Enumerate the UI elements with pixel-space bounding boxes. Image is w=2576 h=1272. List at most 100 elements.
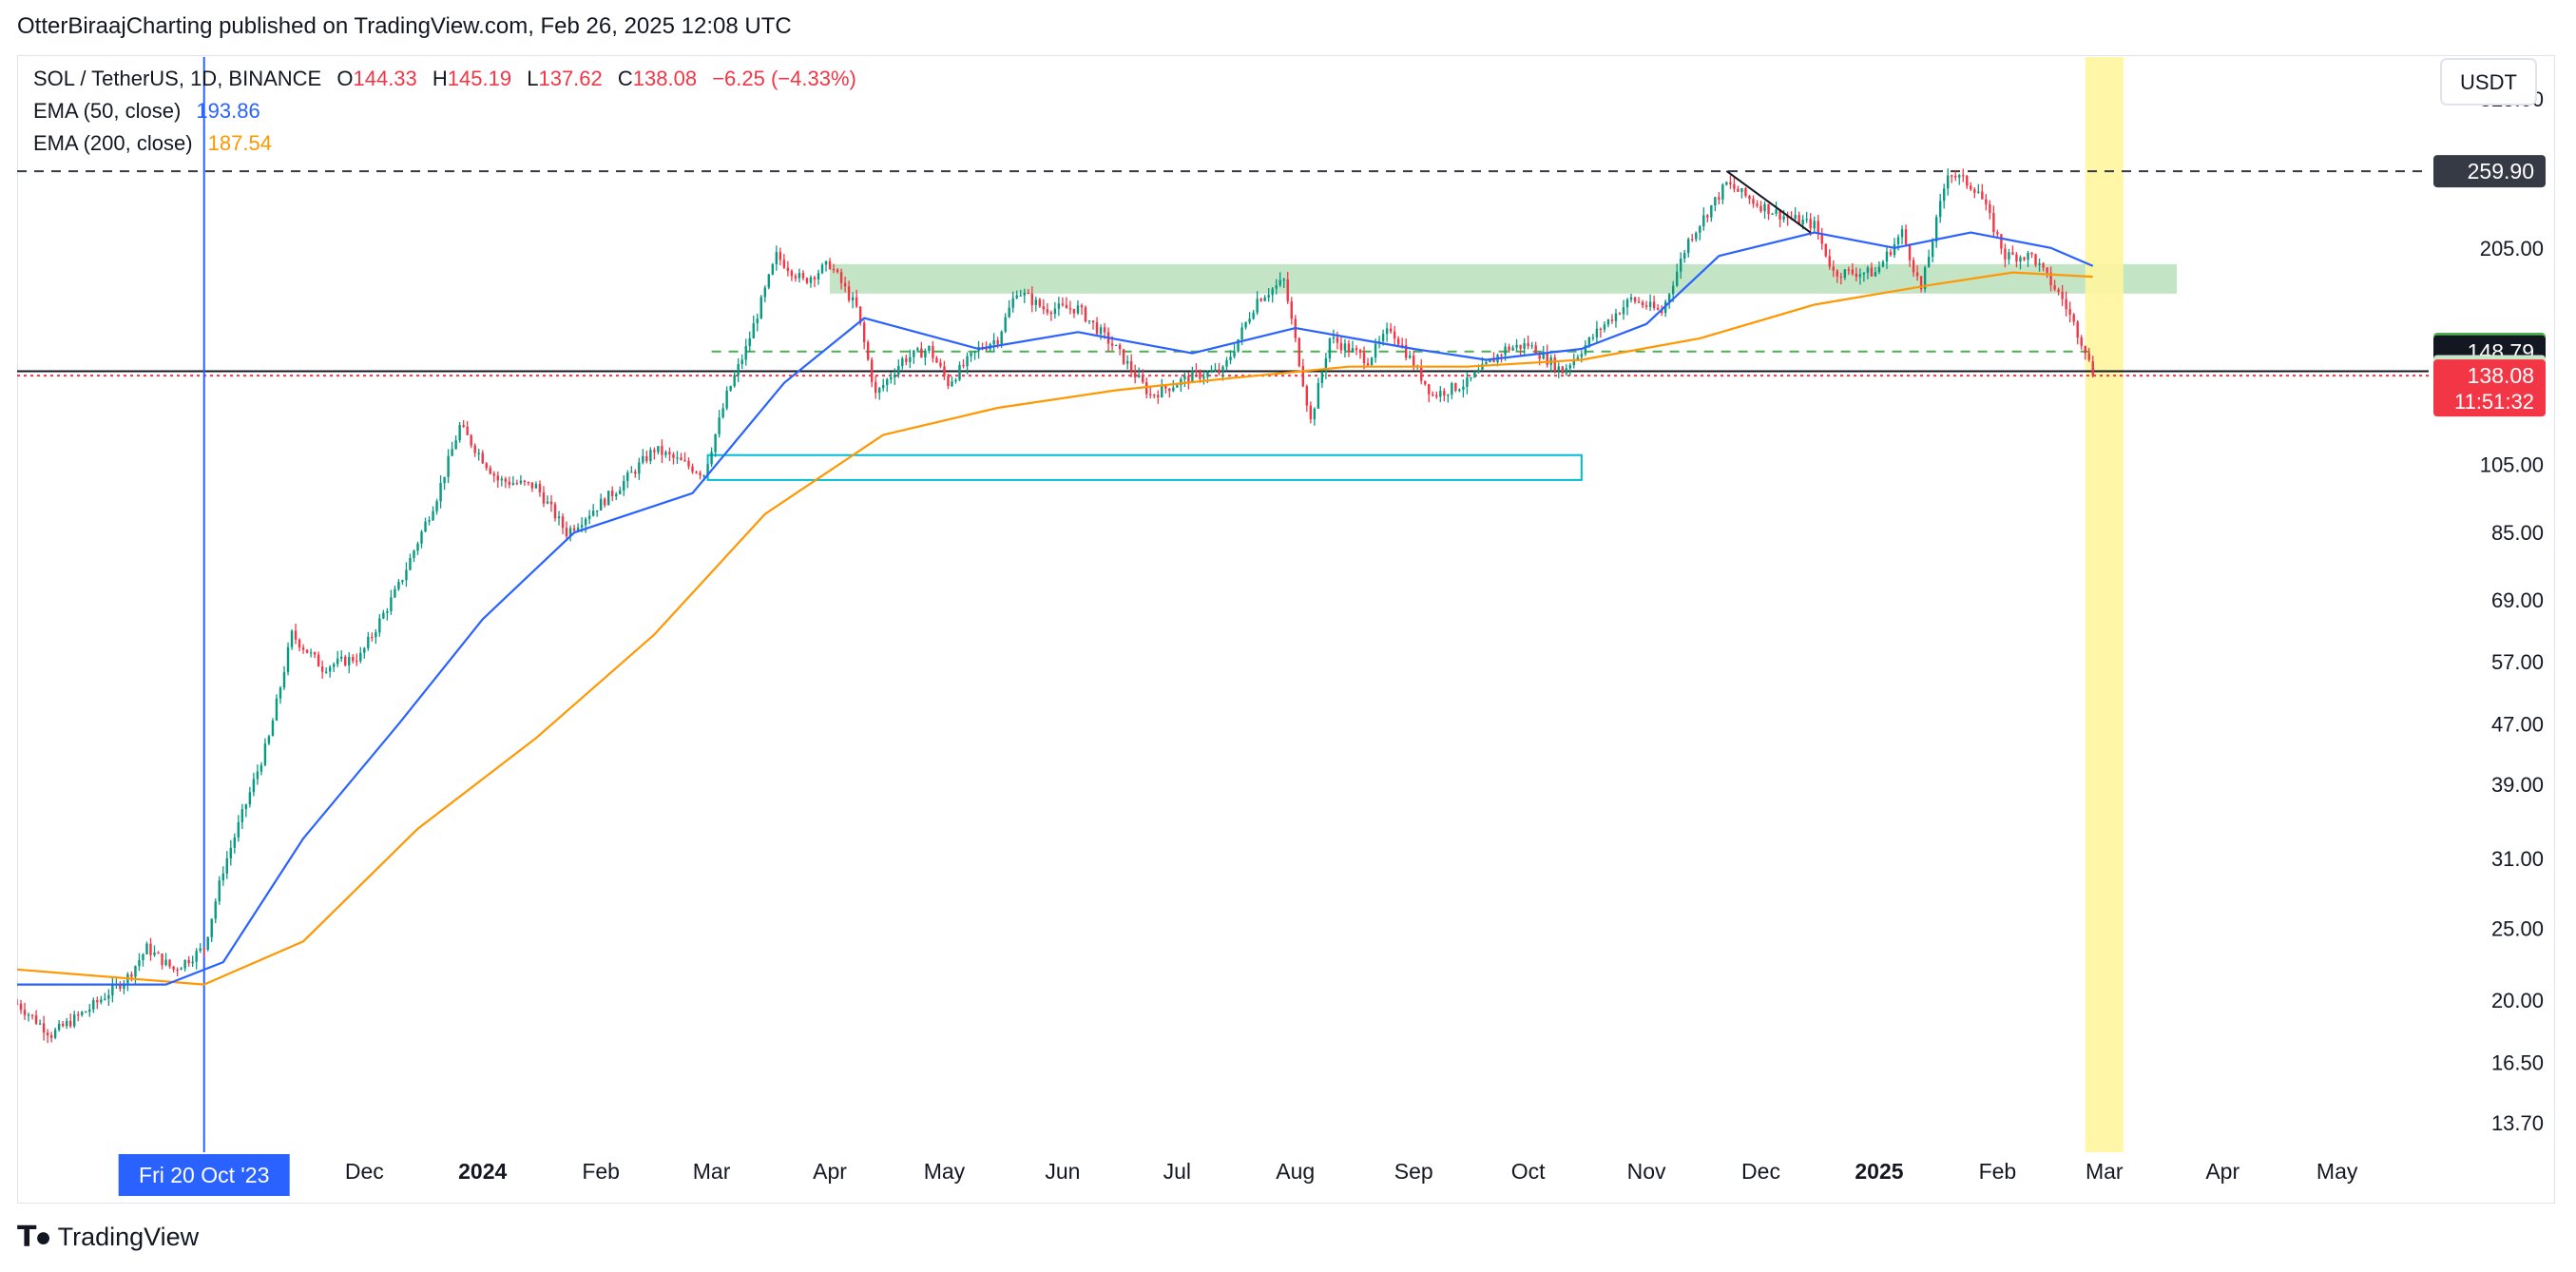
- candle: [549, 494, 553, 512]
- candle: [916, 346, 919, 352]
- candle: [1385, 322, 1389, 342]
- candle: [1618, 312, 1622, 316]
- candle: [65, 1017, 68, 1030]
- candle-body: [549, 501, 553, 505]
- candle: [619, 486, 622, 495]
- candle-body: [1389, 328, 1393, 332]
- candle-body: [267, 736, 271, 744]
- candle: [1923, 265, 1927, 293]
- candle: [1511, 345, 1514, 352]
- candle-body: [779, 252, 782, 260]
- candle-body: [180, 968, 183, 971]
- brand-name: TradingView: [57, 1223, 200, 1251]
- candle: [1951, 174, 1953, 183]
- candle-body: [626, 472, 629, 481]
- candle-body: [1702, 215, 1705, 227]
- candle-body: [1019, 295, 1022, 297]
- candle-body: [1996, 232, 1999, 235]
- candle: [237, 815, 240, 842]
- candle: [1729, 175, 1732, 189]
- candle-body: [1572, 358, 1576, 366]
- candle-body: [1644, 305, 1648, 307]
- candle: [1824, 243, 1827, 258]
- candle-body: [691, 466, 694, 472]
- candle: [164, 953, 167, 967]
- candle: [142, 953, 144, 967]
- candle: [435, 498, 438, 515]
- candle: [57, 1020, 61, 1032]
- candle: [2080, 335, 2083, 350]
- candle-body: [1172, 387, 1175, 392]
- x-tick-label: Dec: [1741, 1159, 1780, 1184]
- candle-body: [237, 821, 240, 838]
- candle: [1042, 299, 1046, 315]
- candle: [470, 434, 472, 449]
- candle-body: [1695, 232, 1698, 240]
- candle-body: [81, 1012, 84, 1015]
- candle-body: [2076, 321, 2079, 338]
- candle-body: [394, 588, 396, 598]
- candle: [676, 451, 679, 465]
- candle-body: [947, 376, 950, 387]
- candle: [1454, 382, 1457, 393]
- candle-body: [1568, 365, 1572, 369]
- candle: [733, 370, 736, 388]
- candle-body: [943, 366, 946, 376]
- candle-body: [782, 260, 786, 268]
- candle-body: [737, 364, 740, 376]
- candle: [68, 1013, 72, 1029]
- candle-body: [1992, 213, 1995, 233]
- y-tick-label: 31.00: [2491, 847, 2544, 871]
- candle-body: [443, 476, 446, 484]
- candle: [432, 506, 434, 522]
- candle: [1759, 201, 1762, 214]
- candle: [1599, 327, 1603, 338]
- candle-body: [104, 998, 106, 1000]
- candle-body: [638, 462, 641, 474]
- candle-body: [924, 351, 927, 358]
- candle: [779, 247, 782, 266]
- candle: [1970, 182, 1972, 192]
- candle: [34, 1010, 38, 1026]
- candle-body: [1030, 293, 1033, 305]
- candle: [1775, 202, 1778, 217]
- tradingview-brand[interactable]: 𝗧● TradingView: [17, 1221, 199, 1254]
- legend-close-label: C: [617, 67, 633, 90]
- candle: [1778, 208, 1781, 228]
- candle: [1981, 183, 1984, 200]
- candle-body: [680, 457, 682, 461]
- candle-body: [1900, 229, 1904, 238]
- candle: [1214, 362, 1217, 373]
- candle-body: [1557, 366, 1560, 372]
- candle-body: [149, 943, 152, 955]
- y-tick-label: 20.00: [2491, 989, 2544, 1012]
- candle: [1889, 248, 1893, 257]
- candle: [1530, 341, 1533, 350]
- legend-ema50-label: EMA (50, close): [33, 99, 182, 123]
- candle: [1881, 260, 1885, 268]
- candle-body: [623, 480, 625, 491]
- candle-body: [2042, 263, 2045, 268]
- candle: [913, 350, 915, 364]
- candle-body: [1328, 338, 1332, 358]
- candle: [100, 995, 103, 1005]
- ema200-line: [17, 271, 2093, 986]
- candle-body: [252, 779, 256, 793]
- candle: [23, 1002, 27, 1020]
- candle-body: [2065, 299, 2067, 310]
- candle-body: [1145, 381, 1148, 395]
- candle: [790, 269, 794, 281]
- candle: [1404, 338, 1408, 361]
- candle: [1183, 371, 1186, 388]
- candle: [1347, 339, 1351, 357]
- candle-body: [1076, 305, 1080, 314]
- candle: [599, 493, 603, 511]
- legend-ema50[interactable]: EMA (50, close) 193.86: [33, 99, 270, 124]
- candle-body: [1683, 253, 1686, 259]
- candle-body: [447, 455, 450, 477]
- legend-ema200[interactable]: EMA (200, close) 187.54: [33, 131, 281, 156]
- candle: [1282, 278, 1285, 288]
- candle-body: [1687, 239, 1690, 254]
- candle: [466, 420, 469, 435]
